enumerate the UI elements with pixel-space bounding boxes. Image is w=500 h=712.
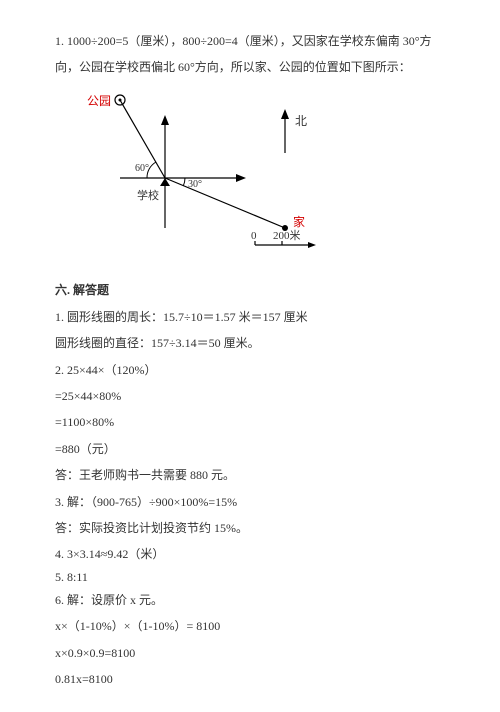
- angle30-arc: [183, 178, 185, 186]
- q6-line-b: x×（1-10%）×（1-10%）= 8100: [55, 613, 445, 639]
- x-arrow: [236, 174, 246, 182]
- page-content: 1. 1000÷200=5（厘米），800÷200=4（厘米），又因家在学校东偏…: [0, 0, 500, 712]
- angle30-label: 30°: [188, 179, 202, 190]
- scale-arrow: [308, 242, 316, 248]
- school-label: 学校: [137, 188, 159, 202]
- q2-line-c: =1100×80%: [55, 409, 445, 435]
- q2-line-a: 2. 25×44×（1­20%）: [55, 357, 445, 383]
- q6-line-c: x×0.9×0.9=8100: [55, 640, 445, 666]
- north-label: 北: [295, 114, 307, 128]
- intro-line-2: 向，公园在学校西偏北 60°方向，所以家、公园的位置如下图所示：: [55, 54, 445, 80]
- q6-line-d: 0.81x=8100: [55, 666, 445, 692]
- angle60-label: 60°: [135, 163, 149, 174]
- intro-line-1: 1. 1000÷200=5（厘米），800÷200=4（厘米），又因家在学校东偏…: [55, 28, 445, 54]
- q2-line-e: 答：王老师购书一共需要 880 元。: [55, 462, 445, 488]
- q2-line-d: =880（元）: [55, 436, 445, 462]
- scale-0: 0: [251, 230, 257, 242]
- home-label: 家: [293, 214, 305, 229]
- park-dot-inner: [119, 98, 122, 101]
- diagram-container: 北 公园 60° 家 30° 学校 0 200米: [85, 83, 445, 263]
- home-line: [165, 178, 285, 228]
- q3-line-b: 答：实际投资比计划投资节约 15%。: [55, 515, 445, 541]
- section-6-title: 六. 解答题: [55, 281, 445, 298]
- north-arrow-head: [281, 109, 289, 119]
- q1-line-a: 1. 圆形线圈的周长：15.7÷10＝1.57 米＝157 厘米: [55, 304, 445, 330]
- park-label: 公园: [87, 94, 111, 108]
- q1-line-b: 圆形线圈的直径：157÷3.14＝50 厘米。: [55, 330, 445, 356]
- q6-line-a: 6. 解：设原价 x 元。: [55, 587, 445, 613]
- scale-200: 200米: [273, 229, 301, 242]
- direction-diagram: 北 公园 60° 家 30° 学校 0 200米: [85, 83, 345, 258]
- y-arrow: [161, 115, 169, 125]
- q5-line: 5. 8:11: [55, 568, 445, 587]
- q2-line-b: =25×44×80%: [55, 383, 445, 409]
- q4-line: 4. 3×3.14≈9.42（米）: [55, 541, 445, 567]
- q3-line-a: 3. 解：（900-765）÷900×100%=15%: [55, 489, 445, 515]
